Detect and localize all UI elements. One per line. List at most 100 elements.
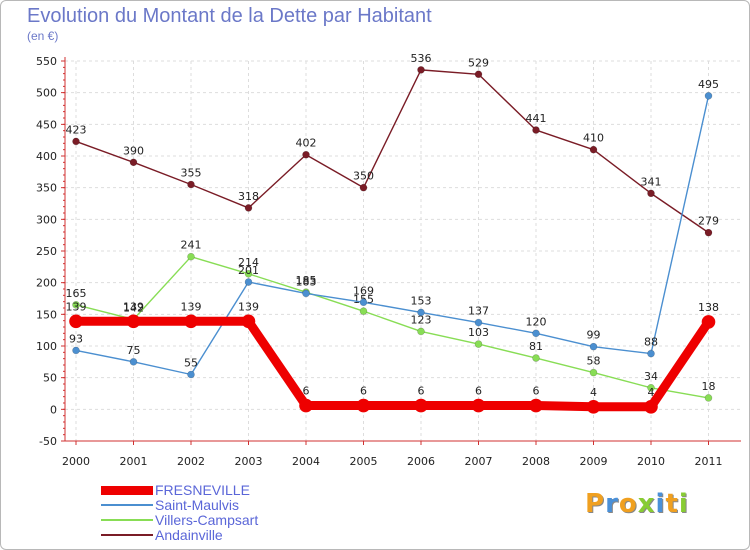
data-point [704,228,713,237]
data-point [589,342,598,351]
data-point [647,189,655,198]
data-label: 139 [238,300,259,313]
data-label: 99 [587,329,601,342]
x-tick-label: 2010 [637,455,665,468]
data-label: 185 [296,274,317,287]
data-label: 165 [66,287,87,300]
data-point [356,398,371,413]
data-label: 153 [411,294,432,307]
series-line [75,255,710,399]
data-label: 103 [468,326,489,339]
data-point [417,327,425,336]
legend-item: Andainville [101,528,361,543]
data-point [129,358,138,366]
data-label: 18 [702,380,716,393]
y-tick-label: 450 [36,118,57,131]
data-label: 350 [353,170,374,183]
y-tick-label: 250 [36,245,57,258]
legend-swatch [101,485,153,495]
data-label: 6 [533,385,540,398]
data-label: 123 [411,313,432,326]
x-tick-label: 2004 [292,455,320,468]
data-label: 410 [583,132,604,145]
series-line [75,95,710,376]
x-tick-label: 2000 [62,455,90,468]
data-label: 34 [644,370,658,383]
y-tick-label: 50 [43,372,57,385]
data-point [417,308,425,317]
data-point [474,340,483,348]
data-point [704,394,713,402]
data-label: 529 [468,56,489,69]
data-point [532,329,540,338]
data-label: 137 [468,305,489,318]
data-point [586,399,601,414]
x-tick-label: 2002 [177,455,205,468]
legend-item: Villers-Campsart [101,513,361,528]
data-point [474,318,483,327]
data-label: 355 [181,167,202,180]
data-point [244,204,253,212]
data-label: 6 [475,385,482,398]
legend-item: Saint-Maulvis [101,498,361,513]
data-point [187,180,195,189]
y-tick-label: 0 [50,403,57,416]
x-tick-label: 2003 [235,455,263,468]
y-tick-label: 100 [36,340,57,353]
legend-label: Saint-Maulvis [155,497,240,513]
y-tick-label: -50 [39,435,57,448]
data-point [359,307,368,315]
data-label: 318 [238,190,259,203]
data-point [589,368,598,377]
data-label: 4 [590,386,597,399]
data-label: 279 [698,215,719,228]
data-point [589,145,598,154]
legend-swatch [101,504,153,506]
data-point [241,314,256,329]
series-line [75,69,710,234]
legend-label: FRESNEVILLE [155,482,250,498]
data-label: 139 [181,300,202,313]
proxiti-logo: Proxiti [585,489,689,519]
data-point [529,398,543,413]
data-label: 55 [184,357,198,370]
data-point [474,70,483,79]
y-tick-label: 350 [36,182,57,195]
data-label: 495 [698,78,719,91]
data-point [72,137,80,146]
data-point [359,298,368,307]
data-point [187,370,195,379]
y-tick-label: 400 [36,150,57,163]
data-point [184,314,198,329]
series-line [71,316,713,412]
data-label: 241 [181,239,202,252]
data-label: 58 [587,355,601,368]
data-point [72,346,80,355]
chart-subtitle: (en €) [27,29,59,43]
data-point [532,126,540,134]
data-point [644,399,658,414]
data-label: 4 [648,386,655,399]
data-label: 139 [66,300,87,313]
data-label: 183 [296,275,317,288]
data-point [69,314,83,329]
data-label: 93 [69,332,83,345]
y-tick-label: 200 [36,277,57,290]
data-point [244,278,253,286]
data-label: 536 [411,52,432,65]
data-point [701,315,716,329]
data-point [302,289,310,298]
data-label: 214 [238,256,259,269]
data-label: 169 [353,284,374,297]
data-label: 138 [698,301,719,314]
y-tick-label: 500 [36,87,57,100]
legend-label: Villers-Campsart [155,512,259,528]
data-point [299,398,313,413]
data-point [647,383,655,392]
chart-title: Evolution du Montant de la Dette par Hab… [27,5,432,27]
data-point [704,92,713,100]
x-tick-label: 2011 [695,455,723,468]
data-label: 81 [529,340,543,353]
